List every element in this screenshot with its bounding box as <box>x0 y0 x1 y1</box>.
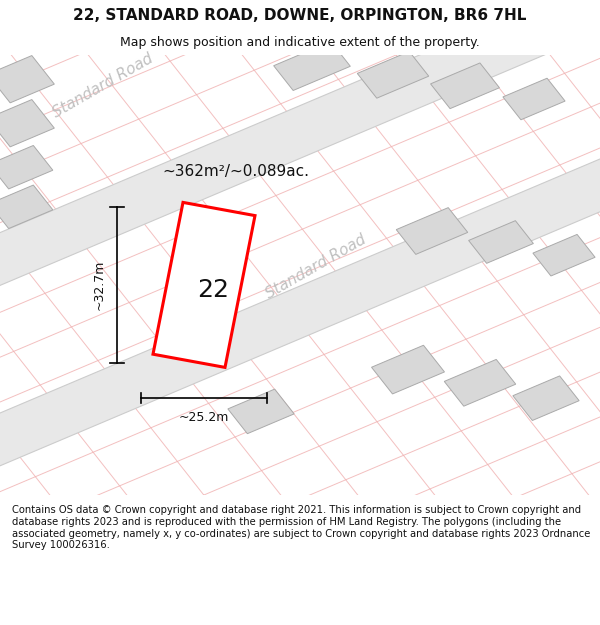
Polygon shape <box>274 41 350 91</box>
Polygon shape <box>0 185 53 229</box>
Text: ~25.2m: ~25.2m <box>179 411 229 424</box>
Text: Standard Road: Standard Road <box>263 232 369 301</box>
Polygon shape <box>444 359 516 406</box>
Polygon shape <box>0 0 600 412</box>
Polygon shape <box>153 202 255 368</box>
Polygon shape <box>396 208 468 254</box>
Polygon shape <box>0 56 55 103</box>
Polygon shape <box>533 234 595 276</box>
Polygon shape <box>503 78 565 120</box>
Polygon shape <box>0 146 53 189</box>
Polygon shape <box>513 376 579 421</box>
Polygon shape <box>469 221 533 263</box>
Text: 22, STANDARD ROAD, DOWNE, ORPINGTON, BR6 7HL: 22, STANDARD ROAD, DOWNE, ORPINGTON, BR6… <box>73 8 527 23</box>
Text: Map shows position and indicative extent of the property.: Map shows position and indicative extent… <box>120 36 480 49</box>
Polygon shape <box>357 51 429 98</box>
Text: 22: 22 <box>197 278 229 302</box>
Polygon shape <box>431 63 499 109</box>
Text: Contains OS data © Crown copyright and database right 2021. This information is : Contains OS data © Crown copyright and d… <box>12 506 590 550</box>
Polygon shape <box>0 32 600 593</box>
Polygon shape <box>371 345 445 394</box>
Text: Standard Road: Standard Road <box>50 51 156 121</box>
Text: ~362m²/~0.089ac.: ~362m²/~0.089ac. <box>162 164 309 179</box>
Polygon shape <box>0 99 55 147</box>
Text: ~32.7m: ~32.7m <box>92 260 106 310</box>
Polygon shape <box>228 389 294 434</box>
